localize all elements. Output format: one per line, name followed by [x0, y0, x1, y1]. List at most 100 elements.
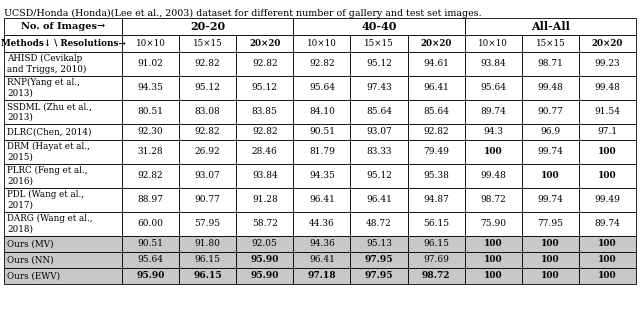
Text: 89.74: 89.74 — [595, 219, 620, 228]
Text: 100: 100 — [484, 240, 502, 249]
Text: 57.95: 57.95 — [195, 219, 221, 228]
Text: 92.82: 92.82 — [195, 127, 220, 136]
Bar — [236, 212, 293, 236]
Text: 96.41: 96.41 — [309, 255, 335, 265]
Bar — [179, 188, 236, 212]
Bar — [293, 124, 351, 140]
Text: AHISD (Cevikalp
and Triggs, 2010): AHISD (Cevikalp and Triggs, 2010) — [7, 54, 86, 74]
Text: DRM (Hayat et al.,
2015): DRM (Hayat et al., 2015) — [7, 142, 90, 162]
Text: 15×15: 15×15 — [536, 39, 565, 48]
Text: 95.90: 95.90 — [136, 271, 164, 280]
Bar — [522, 252, 579, 268]
Text: PLRC (Feng et al.,
2016): PLRC (Feng et al., 2016) — [7, 166, 88, 186]
Bar — [522, 52, 579, 76]
Bar — [179, 212, 236, 236]
Text: 20-20: 20-20 — [190, 21, 225, 32]
Bar — [465, 268, 522, 284]
Text: 93.84: 93.84 — [252, 172, 278, 180]
Bar — [579, 52, 636, 76]
Bar — [408, 52, 465, 76]
Text: 92.82: 92.82 — [195, 59, 220, 69]
Text: 98.72: 98.72 — [481, 196, 506, 204]
Bar — [465, 100, 522, 124]
Bar — [4, 252, 122, 268]
Bar — [122, 236, 179, 252]
Bar — [465, 212, 522, 236]
Text: Methods↓ \ Resolutions→: Methods↓ \ Resolutions→ — [1, 39, 125, 48]
Text: 95.12: 95.12 — [366, 59, 392, 69]
Text: 100: 100 — [598, 271, 617, 280]
Text: 95.38: 95.38 — [423, 172, 449, 180]
Text: DARG (Wang et al.,
2018): DARG (Wang et al., 2018) — [7, 214, 93, 234]
Text: 99.48: 99.48 — [595, 84, 620, 93]
Bar — [579, 188, 636, 212]
Bar — [465, 164, 522, 188]
Text: 92.30: 92.30 — [138, 127, 163, 136]
Bar — [465, 76, 522, 100]
Text: 40-40: 40-40 — [362, 21, 397, 32]
Text: 97.18: 97.18 — [308, 271, 336, 280]
Bar — [293, 35, 351, 52]
Text: 88.97: 88.97 — [138, 196, 163, 204]
Text: 10×10: 10×10 — [307, 39, 337, 48]
Bar — [179, 268, 236, 284]
Text: 100: 100 — [541, 271, 559, 280]
Bar — [293, 52, 351, 76]
Bar — [236, 252, 293, 268]
Text: DLRC(Chen, 2014): DLRC(Chen, 2014) — [7, 127, 92, 136]
Text: 95.12: 95.12 — [252, 84, 278, 93]
Text: 92.82: 92.82 — [138, 172, 163, 180]
Text: Ours (NN): Ours (NN) — [7, 255, 54, 265]
Text: 99.23: 99.23 — [595, 59, 620, 69]
Text: 93.84: 93.84 — [481, 59, 506, 69]
Text: 100: 100 — [598, 240, 617, 249]
Bar — [122, 140, 179, 164]
Text: 97.95: 97.95 — [365, 271, 393, 280]
Bar — [408, 100, 465, 124]
Bar — [465, 188, 522, 212]
Text: 99.74: 99.74 — [538, 196, 563, 204]
Bar — [236, 100, 293, 124]
Text: 97.1: 97.1 — [597, 127, 618, 136]
Text: 96.9: 96.9 — [540, 127, 561, 136]
Bar — [522, 140, 579, 164]
Text: SSDML (Zhu et al.,
2013): SSDML (Zhu et al., 2013) — [7, 102, 92, 122]
Bar — [351, 35, 408, 52]
Text: 10×10: 10×10 — [136, 39, 166, 48]
Bar — [179, 164, 236, 188]
Text: 95.64: 95.64 — [138, 255, 164, 265]
Text: 100: 100 — [598, 172, 617, 180]
Text: 99.48: 99.48 — [538, 84, 563, 93]
Text: Ours (MV): Ours (MV) — [7, 240, 54, 249]
Bar — [579, 124, 636, 140]
Bar — [293, 212, 351, 236]
Bar — [408, 164, 465, 188]
Bar — [4, 164, 122, 188]
Bar — [236, 164, 293, 188]
Text: 100: 100 — [484, 255, 502, 265]
Bar — [522, 164, 579, 188]
Bar — [4, 188, 122, 212]
Text: 91.02: 91.02 — [138, 59, 163, 69]
Text: 93.07: 93.07 — [366, 127, 392, 136]
Text: 96.15: 96.15 — [193, 271, 222, 280]
Bar — [579, 164, 636, 188]
Bar — [4, 212, 122, 236]
Text: 91.54: 91.54 — [595, 108, 620, 116]
Text: 95.12: 95.12 — [366, 172, 392, 180]
Bar — [293, 18, 465, 35]
Bar — [236, 140, 293, 164]
Bar — [351, 212, 408, 236]
Bar — [465, 236, 522, 252]
Bar — [236, 35, 293, 52]
Text: 98.72: 98.72 — [422, 271, 451, 280]
Text: 95.64: 95.64 — [309, 84, 335, 93]
Text: 100: 100 — [541, 172, 559, 180]
Text: 77.95: 77.95 — [538, 219, 563, 228]
Bar — [408, 76, 465, 100]
Text: 90.77: 90.77 — [538, 108, 563, 116]
Text: 91.80: 91.80 — [195, 240, 221, 249]
Bar — [408, 124, 465, 140]
Text: 96.41: 96.41 — [366, 196, 392, 204]
Bar — [122, 164, 179, 188]
